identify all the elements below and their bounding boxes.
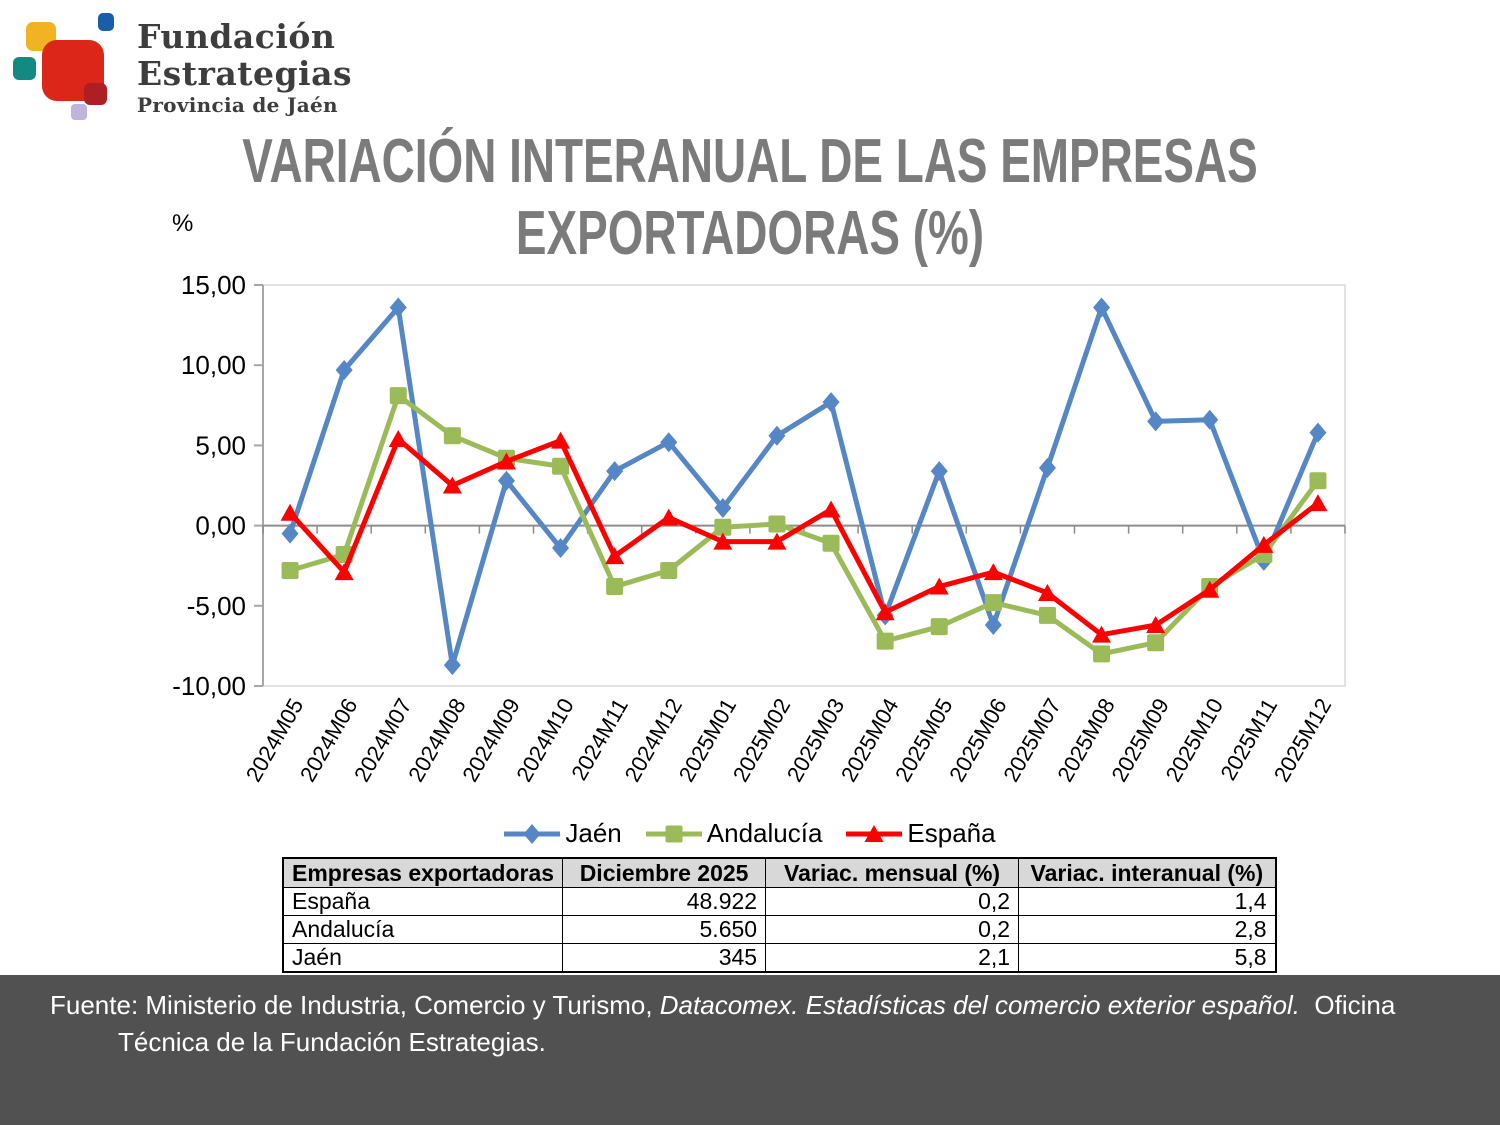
- row-andalucia-total: 5.650: [562, 915, 767, 944]
- svg-text:10,00: 10,00: [181, 350, 246, 380]
- logo-title-line1: Fundación: [137, 17, 336, 56]
- chart-svg: 15,0010,005,000,00-5,00-10,002024M052024…: [172, 270, 1346, 786]
- svg-text:-5,00: -5,00: [187, 591, 246, 621]
- row-espana-label: España: [282, 887, 564, 916]
- col-header-variac-interanual: Variac. interanual (%): [1018, 857, 1277, 888]
- source-text: Fuente: Ministerio de Industria, Comerci…: [0, 987, 1500, 1061]
- logo-square-teal: [13, 57, 36, 80]
- logo-title-line2: Estrategias: [137, 54, 353, 93]
- row-jaen-label: Jaén: [282, 943, 564, 973]
- page-title-line1: VARIACIÓN INTERANUAL DE LAS EMPRESAS: [242, 127, 1258, 196]
- legend-label: Andalucía: [706, 818, 823, 848]
- svg-text:-10,00: -10,00: [172, 671, 246, 701]
- col-header-variac-mensual: Variac. mensual (%): [765, 857, 1020, 888]
- legend-item-espana: España: [846, 818, 996, 849]
- col-header-diciembre: Diciembre 2025: [562, 857, 767, 888]
- row-andalucia-interanual: 2,8: [1018, 915, 1277, 944]
- source-text-normal2: Oficina Técnica de la Fundación Estrateg…: [118, 990, 1396, 1057]
- svg-text:5,00: 5,00: [195, 430, 246, 460]
- logo-subtitle: Provincia de Jaén: [137, 93, 338, 117]
- source-text-italic: Datacomex. Estadísticas del comercio ext…: [659, 990, 1300, 1020]
- row-jaen-total: 345: [562, 943, 767, 973]
- row-andalucia-label: Andalucía: [282, 915, 564, 944]
- table-row: Andalucía 5.650 0,2 2,8: [282, 915, 1277, 944]
- col-header-empresas: Empresas exportadoras: [282, 857, 564, 888]
- legend-label: España: [907, 818, 996, 848]
- legend-label: Jaén: [565, 818, 622, 848]
- row-espana-interanual: 1,4: [1018, 887, 1277, 916]
- logo-square-purple: [71, 104, 87, 120]
- square-marker-icon: [645, 825, 702, 842]
- diamond-marker-icon: [504, 823, 561, 844]
- legend-item-jaen: Jaén: [504, 818, 622, 849]
- logo-square-darkred: [84, 83, 107, 105]
- table-row: España 48.922 0,2 1,4: [282, 887, 1277, 916]
- table-header-row: Empresas exportadoras Diciembre 2025 Var…: [282, 857, 1277, 888]
- source-footer: Fuente: Ministerio de Industria, Comerci…: [0, 975, 1500, 1125]
- page-title-line2: EXPORTADORAS (%): [515, 199, 985, 268]
- row-espana-mensual: 0,2: [765, 887, 1020, 916]
- triangle-marker-icon: [846, 824, 903, 842]
- row-andalucia-mensual: 0,2: [765, 915, 1020, 944]
- y-axis-unit-label: %: [172, 210, 194, 237]
- page-title: VARIACIÓN INTERANUAL DE LAS EMPRESAS EXP…: [195, 126, 1305, 270]
- row-espana-total: 48.922: [562, 887, 767, 916]
- export-companies-table: Empresas exportadoras Diciembre 2025 Var…: [282, 857, 1277, 973]
- legend-item-andalucia: Andalucía: [645, 818, 823, 849]
- svg-text:0,00: 0,00: [195, 511, 246, 541]
- logo-text: Fundación Estrategias Provincia de Jaén: [137, 18, 352, 118]
- source-text-normal1: Fuente: Ministerio de Industria, Comerci…: [50, 990, 660, 1020]
- svg-text:15,00: 15,00: [181, 270, 246, 300]
- row-jaen-interanual: 5,8: [1018, 943, 1277, 973]
- logo-square-blue: [98, 13, 114, 31]
- chart-legend: Jaén Andalucía España: [0, 818, 1500, 849]
- table-row: Jaén 345 2,1 5,8: [282, 943, 1277, 973]
- row-jaen-mensual: 2,1: [765, 943, 1020, 973]
